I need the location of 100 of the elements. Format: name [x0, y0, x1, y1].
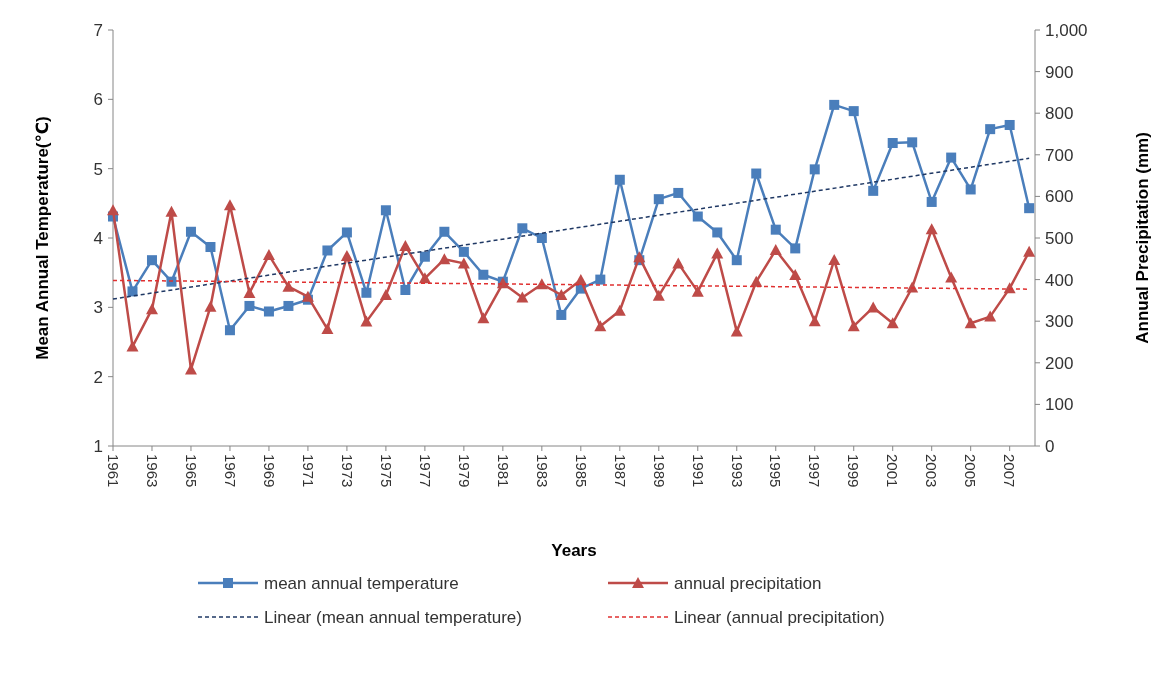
point — [730, 325, 743, 337]
point — [204, 300, 217, 312]
point — [712, 227, 723, 238]
point — [536, 233, 547, 243]
point — [107, 204, 119, 216]
point — [652, 289, 665, 301]
point — [555, 288, 568, 300]
point — [556, 309, 567, 320]
point — [886, 317, 899, 329]
point — [126, 340, 139, 352]
x-tick-label: 1995 — [767, 454, 785, 488]
x-tick-label: 1977 — [416, 454, 434, 488]
point — [594, 320, 607, 332]
point — [673, 187, 684, 198]
x-tick-label: 1969 — [260, 454, 278, 488]
x-tick-label: 1985 — [572, 454, 590, 488]
y2-tick-label: 700 — [1045, 145, 1074, 165]
point — [887, 138, 898, 149]
x-tick-label: 1983 — [533, 454, 551, 488]
x-tick-label: 1967 — [221, 454, 239, 488]
x-tick-label: 1987 — [611, 454, 629, 488]
point — [340, 249, 353, 261]
y-tick-label: 7 — [93, 20, 103, 40]
y2-tick-label: 500 — [1045, 228, 1074, 248]
point — [458, 246, 469, 257]
y-tick-label: 6 — [93, 90, 103, 110]
point — [653, 194, 664, 205]
point — [223, 199, 236, 211]
y2-tick-label: 200 — [1045, 353, 1074, 373]
point — [205, 242, 216, 253]
y-tick-label: 5 — [93, 159, 103, 179]
x-tick-label: 1979 — [455, 454, 473, 488]
x-tick-label: 1973 — [338, 454, 356, 488]
y-tick-label: 1 — [93, 436, 103, 456]
x-tick-label: 1961 — [104, 454, 122, 488]
x-tick-label: 1981 — [494, 454, 512, 488]
x-axis-title: Years — [551, 541, 597, 560]
point — [945, 271, 958, 283]
point — [341, 227, 352, 238]
point — [769, 244, 782, 256]
point — [283, 300, 294, 311]
point — [244, 300, 255, 311]
point — [731, 255, 742, 266]
y2-axis-title: Annual Precipitation (mm) — [1133, 132, 1152, 344]
y2-tick-label: 400 — [1045, 270, 1074, 290]
point — [751, 168, 762, 179]
point — [322, 245, 333, 256]
point — [672, 257, 685, 269]
legend-label: annual precipitation — [674, 573, 822, 593]
point — [964, 317, 977, 329]
point — [595, 274, 606, 285]
point — [438, 253, 451, 265]
point — [361, 287, 372, 298]
point — [692, 211, 703, 222]
point — [691, 285, 704, 297]
point — [868, 185, 879, 196]
y-axis-title: Mean Annual Temperature(℃) — [33, 116, 52, 360]
point — [965, 184, 976, 195]
point — [263, 306, 274, 317]
point — [301, 290, 314, 302]
point — [985, 124, 996, 135]
x-tick-label: 1971 — [299, 454, 317, 488]
point — [419, 251, 430, 262]
y2-tick-label: 900 — [1045, 62, 1074, 82]
legend-label: Linear (mean annual temperature) — [264, 607, 522, 627]
point — [633, 251, 646, 263]
x-tick-label: 1965 — [182, 454, 200, 488]
point — [166, 276, 177, 287]
legend-label: mean annual temperature — [264, 573, 459, 593]
point — [516, 291, 529, 303]
point — [828, 254, 841, 266]
point — [165, 205, 178, 217]
point — [380, 205, 391, 216]
x-tick-label: 1989 — [650, 454, 668, 488]
y-tick-label: 4 — [93, 228, 103, 248]
y2-tick-label: 100 — [1045, 395, 1074, 415]
point — [478, 269, 489, 280]
point — [808, 315, 821, 327]
x-tick-label: 2001 — [884, 454, 902, 488]
point — [809, 164, 820, 175]
point — [946, 152, 957, 163]
point — [243, 286, 256, 298]
point — [224, 325, 235, 336]
point — [127, 286, 138, 297]
point — [829, 99, 840, 110]
point — [535, 278, 548, 290]
point — [379, 288, 392, 300]
point — [1023, 245, 1036, 257]
point — [262, 249, 275, 261]
point — [282, 280, 295, 292]
x-tick-label: 1993 — [728, 454, 746, 488]
y2-tick-label: 1,000 — [1045, 20, 1088, 40]
point — [770, 224, 781, 235]
point — [790, 243, 801, 254]
point — [926, 196, 937, 207]
point — [400, 285, 411, 295]
point — [789, 269, 802, 281]
point — [399, 239, 412, 251]
point — [1004, 119, 1015, 130]
point — [984, 310, 997, 322]
